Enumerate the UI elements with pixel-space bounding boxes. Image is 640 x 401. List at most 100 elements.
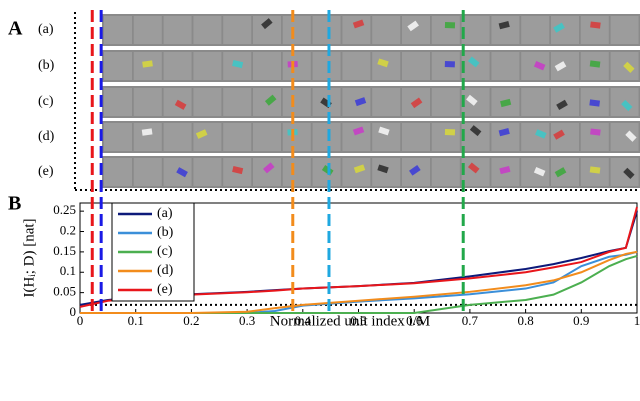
y-axis-label: I(Hᵢ; D) [nat] — [21, 218, 37, 297]
filter-feature — [498, 21, 510, 30]
filter-feature — [498, 128, 510, 137]
filter-feature — [469, 125, 482, 137]
filter-feature — [589, 60, 601, 68]
filter — [491, 52, 520, 80]
filter — [282, 16, 311, 44]
filter-feature — [410, 97, 423, 109]
y-tick-label: 0.15 — [53, 243, 76, 258]
filter-strip — [102, 14, 640, 46]
filter-feature — [553, 129, 565, 140]
filter — [372, 123, 401, 151]
filter — [223, 88, 252, 116]
x-tick-label: 0.9 — [573, 313, 589, 328]
filter — [104, 158, 132, 186]
filter-feature — [466, 94, 478, 106]
filter-feature — [467, 56, 480, 68]
filter — [610, 16, 639, 44]
filter — [193, 88, 222, 116]
filter-feature — [354, 97, 367, 107]
x-tick-label: 0.2 — [183, 313, 199, 328]
filter-feature — [141, 128, 153, 136]
filter-strip — [102, 50, 640, 82]
filter — [372, 88, 401, 116]
filter — [342, 123, 371, 151]
filter — [342, 52, 371, 80]
x-tick-label: 0 — [77, 313, 84, 328]
filter — [580, 16, 609, 44]
filter — [312, 16, 341, 44]
filter-feature — [499, 165, 511, 175]
filter — [461, 16, 490, 44]
filter — [342, 16, 371, 44]
filter — [521, 16, 550, 44]
filter — [580, 123, 609, 151]
filter — [521, 123, 550, 151]
filter-feature — [263, 162, 275, 174]
legend-label: (b) — [157, 225, 174, 240]
filter — [163, 52, 192, 80]
filter-feature — [554, 167, 567, 178]
filter — [104, 88, 132, 116]
filter — [282, 88, 311, 116]
x-tick-label: 1 — [634, 313, 640, 328]
x-tick-label: 0.3 — [239, 313, 255, 328]
filter — [402, 52, 430, 80]
filter — [431, 16, 460, 44]
x-tick-label: 0.6 — [406, 313, 423, 328]
filter-feature — [353, 164, 366, 174]
filter — [521, 88, 550, 116]
filter-feature — [195, 129, 208, 139]
filter-feature — [377, 58, 389, 68]
filter — [372, 16, 401, 44]
filter — [253, 123, 281, 151]
filter — [223, 123, 252, 151]
filter-strip — [102, 86, 640, 118]
filter — [104, 123, 132, 151]
filter — [104, 52, 132, 80]
row-label: (e) — [38, 164, 54, 179]
filter-feature — [352, 126, 365, 136]
filter-feature — [352, 19, 365, 29]
filter-feature — [264, 94, 277, 106]
filter — [491, 16, 520, 44]
x-axis-label: Normalized unit index i/M — [270, 313, 430, 329]
filter — [402, 16, 430, 44]
filter-feature — [533, 167, 546, 177]
filter-feature — [623, 167, 635, 179]
filter-feature — [444, 128, 456, 136]
filter — [431, 158, 460, 186]
filter-feature — [232, 60, 244, 69]
filter-feature — [554, 61, 567, 72]
x-tick-label: 0.1 — [128, 313, 144, 328]
row-label: (a) — [38, 22, 54, 37]
filter-feature — [261, 18, 273, 30]
filter-feature — [409, 165, 421, 176]
y-tick-label: 0.1 — [60, 263, 76, 278]
filter — [133, 88, 162, 116]
filter-feature — [533, 61, 546, 71]
row-label: (b) — [38, 58, 55, 73]
filter-strip — [102, 156, 640, 188]
filter-feature — [500, 98, 512, 108]
filter-feature — [174, 99, 187, 110]
filter-feature — [590, 128, 601, 136]
filter — [431, 88, 460, 116]
filter-feature — [407, 20, 419, 32]
filter — [312, 123, 341, 151]
filter — [312, 52, 341, 80]
filter-feature — [553, 22, 565, 33]
filter-feature — [621, 99, 633, 112]
filter — [163, 123, 192, 151]
filter — [133, 123, 162, 151]
series-line — [80, 250, 638, 314]
filter — [193, 158, 222, 186]
x-tick-label: 0.4 — [295, 313, 312, 328]
filter — [282, 158, 311, 186]
filter — [223, 16, 252, 44]
x-tick-label: 0.7 — [462, 313, 479, 328]
filter-feature — [590, 21, 601, 29]
filter-feature — [176, 167, 188, 178]
filter — [193, 16, 222, 44]
filter-feature — [625, 130, 637, 142]
y-tick-label: 0 — [70, 304, 77, 319]
